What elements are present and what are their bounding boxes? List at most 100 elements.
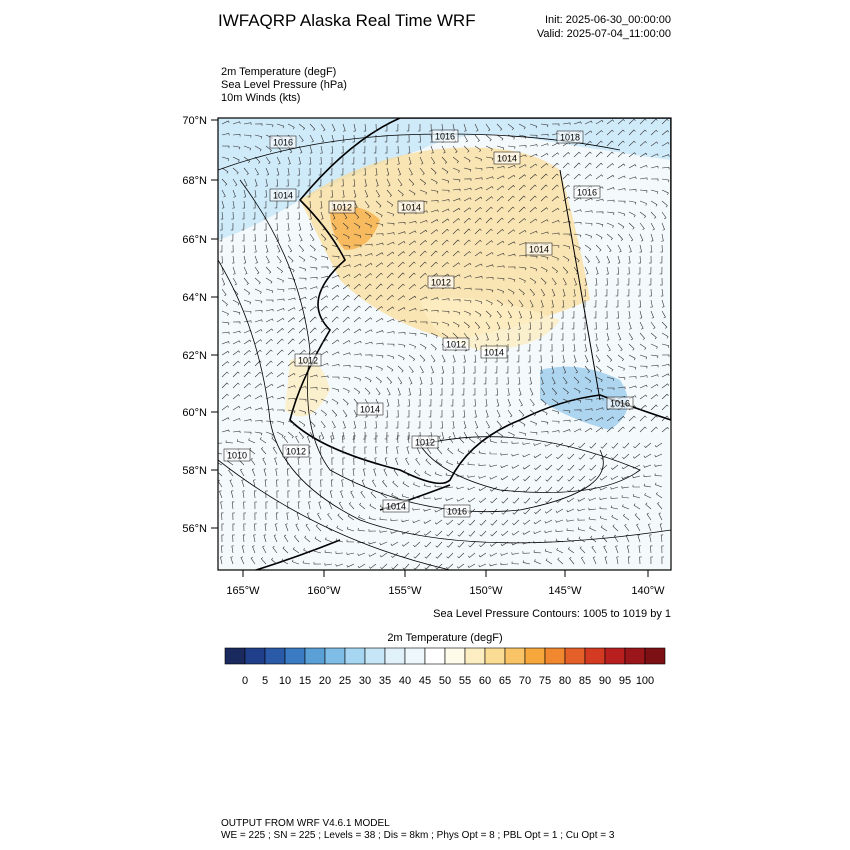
wind-barb — [628, 200, 637, 205]
wind-barb — [562, 277, 567, 286]
wind-barb — [320, 363, 329, 367]
contour-note: Sea Level Pressure Contours: 1005 to 101… — [433, 608, 671, 620]
wind-barb — [303, 548, 311, 554]
wind-barb — [243, 349, 251, 356]
wind-barb — [474, 123, 479, 132]
wind-barb — [320, 327, 328, 334]
wind-barb — [507, 195, 515, 202]
wind-barb — [562, 162, 570, 169]
wind-barb — [318, 167, 322, 176]
wind-barb — [221, 277, 226, 286]
wind-barb — [397, 343, 406, 348]
wind-barb — [221, 545, 224, 554]
wind-barb — [407, 398, 410, 407]
wind-barb — [219, 233, 223, 242]
wind-barb — [452, 178, 461, 183]
wind-barb — [352, 468, 356, 477]
wind-barb — [218, 452, 223, 455]
wind-barb — [324, 550, 333, 554]
wind-barb — [511, 453, 520, 457]
wind-barb — [478, 463, 487, 466]
wind-barb — [298, 386, 307, 389]
wind-barb — [661, 343, 670, 348]
wind-barb — [221, 331, 230, 335]
contour-label-box — [382, 499, 410, 513]
wind-barb — [529, 288, 535, 296]
wind-barb — [395, 457, 399, 466]
wind-barb — [650, 165, 659, 169]
wind-barb — [573, 222, 582, 225]
wind-barb — [661, 427, 669, 433]
wind-barb — [386, 283, 394, 290]
wind-barb — [451, 365, 455, 374]
wind-barb — [561, 299, 565, 308]
wind-barb — [417, 420, 421, 429]
wind-barb — [313, 549, 322, 554]
wind-barb — [331, 134, 335, 143]
wind-barb — [434, 484, 443, 488]
wind-barb — [412, 519, 421, 524]
wind-barb — [346, 539, 355, 543]
wind-barb — [254, 178, 258, 187]
wind-barb — [425, 458, 432, 466]
wind-barb — [232, 512, 235, 521]
wind-barb — [562, 409, 571, 414]
wind-barb — [309, 327, 317, 334]
wind-barb — [320, 339, 328, 345]
wind-barb — [309, 276, 318, 280]
wind-barb — [566, 508, 575, 513]
wind-barb — [318, 435, 322, 444]
wind-barb — [604, 556, 608, 565]
wind-barb — [297, 211, 301, 220]
wind-barb — [573, 288, 576, 297]
valid-time: Valid: 2025-07-04_11:00:00 — [537, 28, 671, 40]
wind-barb — [522, 530, 531, 535]
wind-barb — [551, 162, 559, 169]
wind-barb — [276, 420, 285, 425]
wind-barb — [383, 468, 388, 477]
wind-barb — [489, 541, 498, 547]
wind-barb — [287, 123, 295, 130]
wind-barb — [331, 339, 340, 345]
wind-barb — [309, 479, 312, 488]
wind-barb — [538, 343, 542, 352]
wind-barb — [401, 519, 410, 523]
wind-barb — [309, 145, 313, 154]
wind-barb — [286, 178, 289, 187]
wind-barb — [386, 331, 395, 334]
wind-barb — [606, 199, 615, 203]
wind-barb — [549, 321, 553, 330]
wind-barb — [240, 556, 245, 565]
wind-barb — [221, 350, 230, 356]
wind-barb — [298, 479, 302, 488]
wind-barb — [500, 440, 509, 444]
wind-barb — [474, 134, 480, 142]
wind-barb — [639, 343, 647, 350]
wind-barb — [221, 405, 230, 411]
wind-barb — [507, 420, 514, 428]
wind-barb — [643, 464, 652, 468]
colorbar-label: 10 — [279, 675, 291, 687]
wind-barb — [551, 255, 559, 261]
wind-barb — [386, 376, 393, 384]
contour-label-box — [442, 337, 470, 351]
wind-barb — [386, 251, 395, 257]
wind-barb — [254, 395, 263, 400]
wind-barb — [595, 162, 603, 169]
wind-barb — [584, 417, 593, 422]
wind-barb — [529, 123, 538, 129]
wind-barb — [529, 173, 537, 180]
wind-barb — [628, 376, 637, 379]
wind-barb — [298, 145, 303, 154]
wind-barb — [485, 186, 494, 191]
wind-barb — [342, 189, 345, 198]
wind-barb — [419, 189, 427, 195]
wind-barb — [639, 211, 647, 219]
wind-barb — [386, 200, 394, 207]
wind-barb — [605, 277, 608, 286]
wind-barb — [595, 417, 604, 422]
wind-barb — [342, 446, 345, 455]
wind-barb — [529, 195, 537, 202]
wind-barb — [231, 501, 235, 510]
wind-barb — [347, 514, 355, 521]
